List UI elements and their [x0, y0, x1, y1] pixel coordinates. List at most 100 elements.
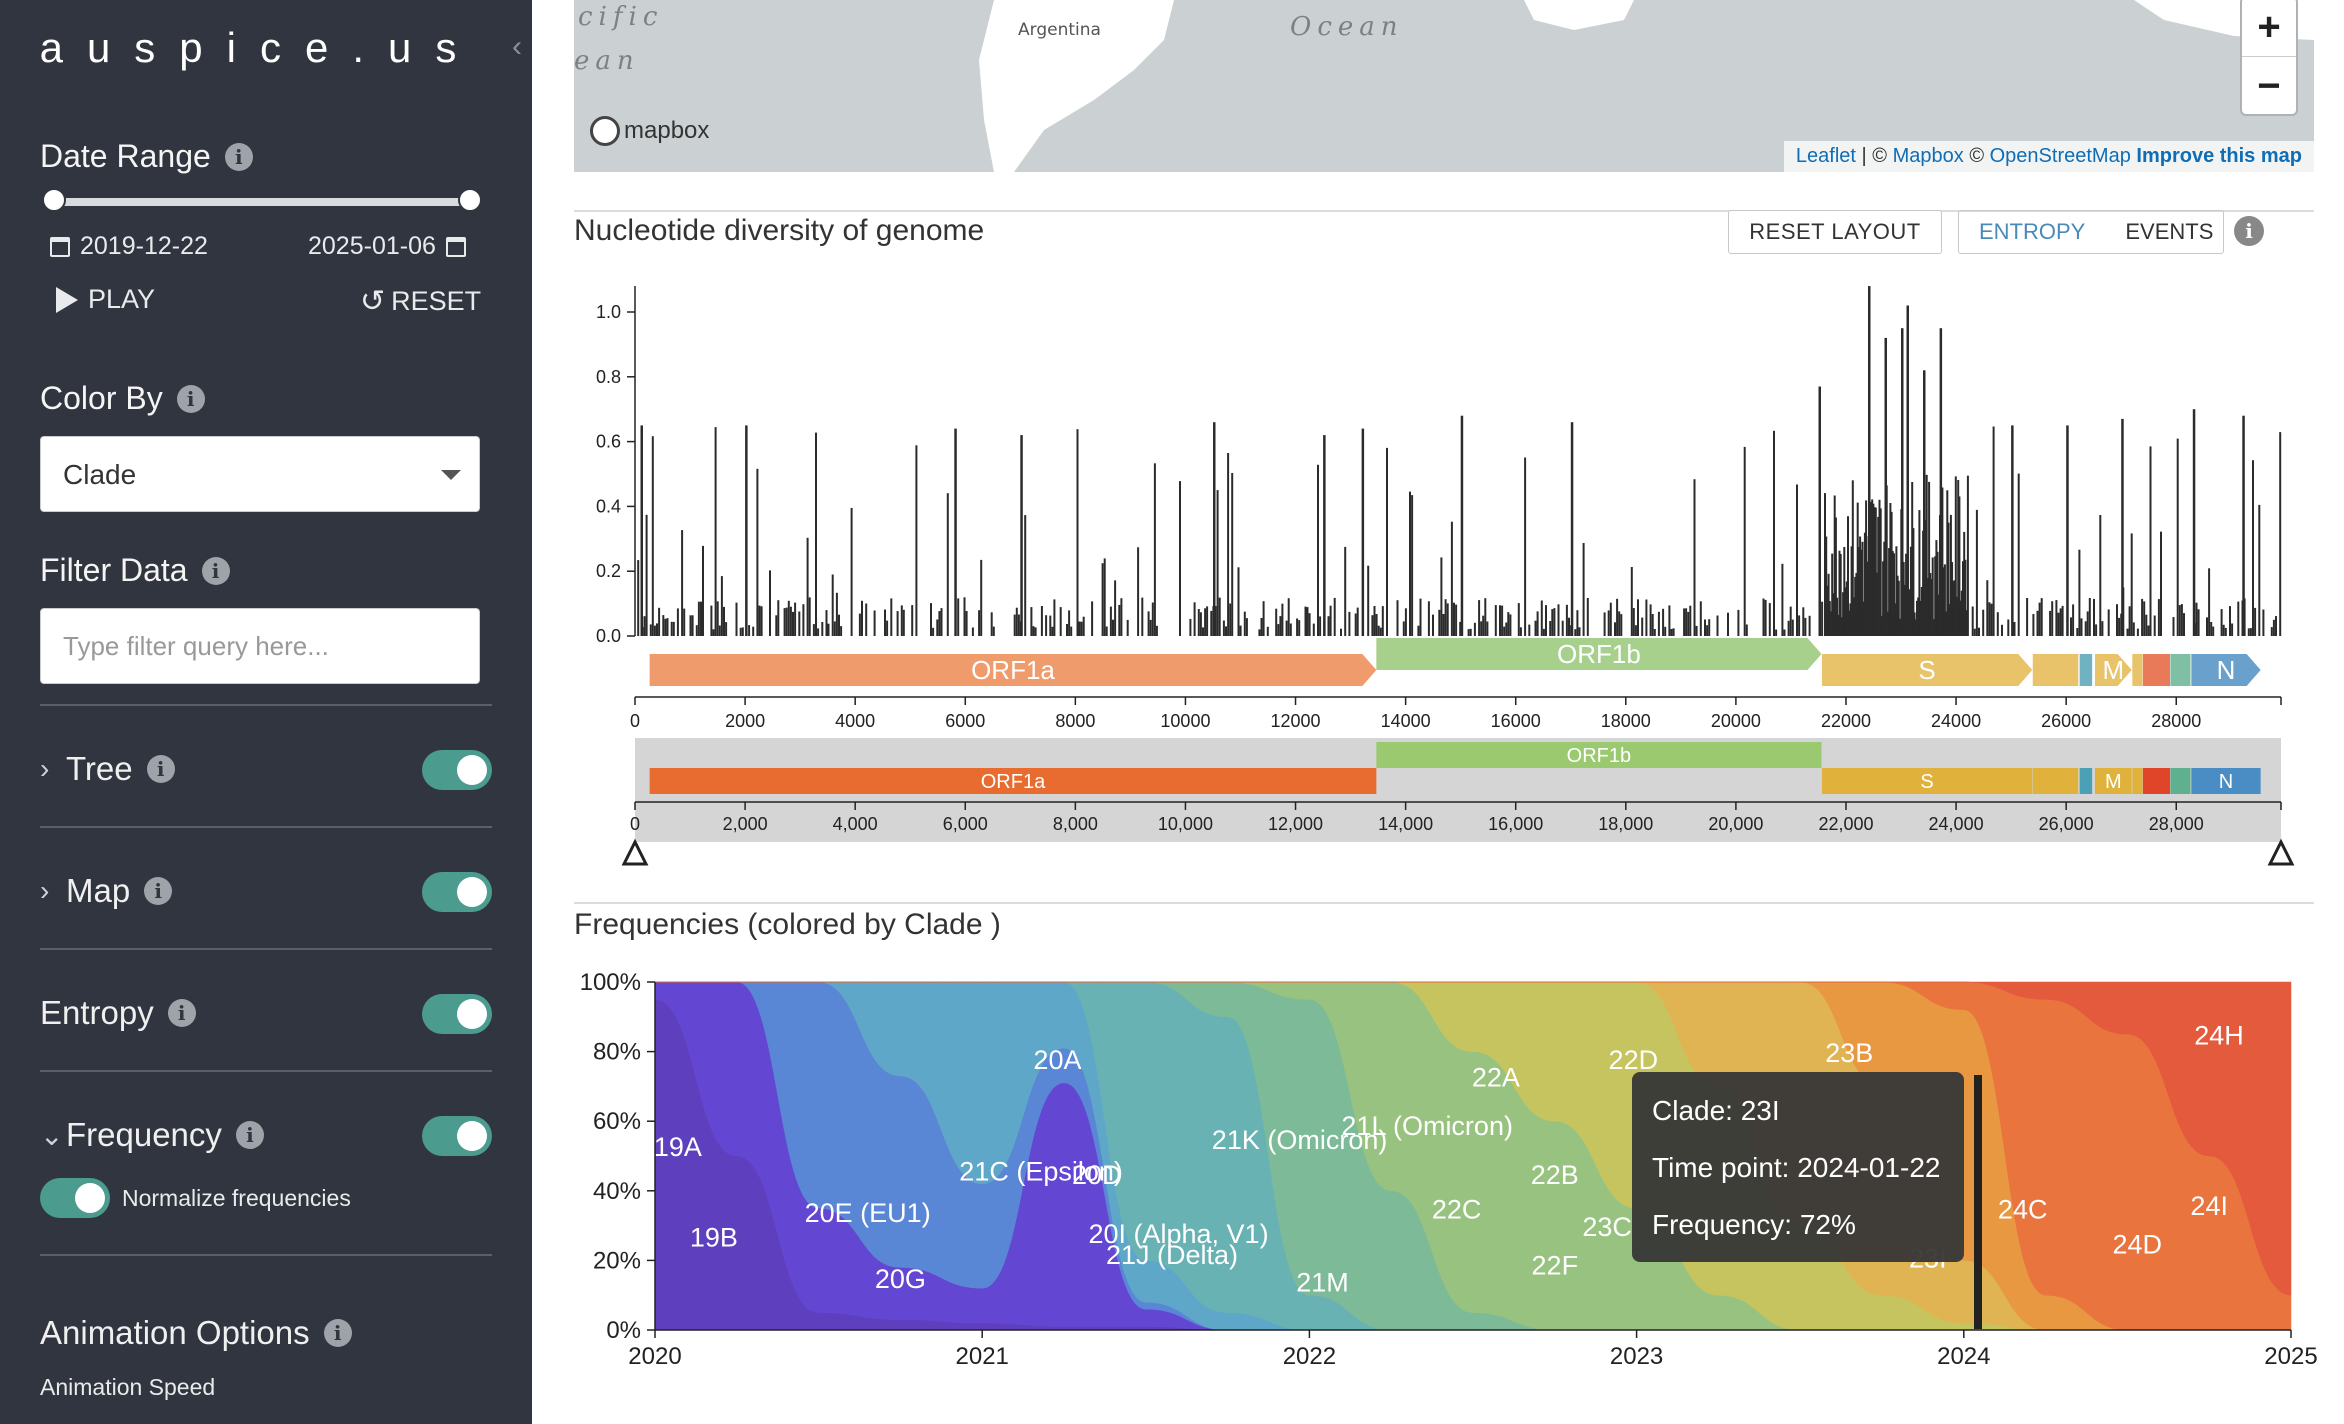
entropy-bar	[1455, 604, 1458, 636]
events-button[interactable]: EVENTS	[2125, 219, 2214, 244]
info-icon[interactable]: i	[144, 877, 173, 905]
mapbox-link[interactable]: Mapbox	[1892, 145, 1964, 167]
map-toggle[interactable]	[422, 872, 492, 912]
leaflet-link[interactable]: Leaflet	[1795, 145, 1856, 167]
entropy-button[interactable]: ENTROPY	[1979, 219, 2086, 244]
normalize-toggle[interactable]	[40, 1178, 110, 1218]
info-icon[interactable]: i	[167, 999, 196, 1027]
entropy-toggle[interactable]	[422, 994, 492, 1034]
info-icon[interactable]: i	[235, 1121, 264, 1149]
info-icon[interactable]: i	[146, 755, 175, 783]
app-title[interactable]: auspice.us	[39, 24, 481, 71]
panel-row-entropy[interactable]: Entropy i	[40, 988, 492, 1038]
entropy-bar	[651, 436, 654, 636]
play-button[interactable]: PLAY	[56, 284, 155, 315]
entropy-bar	[2013, 622, 2016, 636]
divider	[40, 1254, 492, 1256]
collapse-sidebar-icon[interactable]: ‹	[512, 30, 522, 63]
entropy-bar	[1808, 615, 1811, 636]
entropy-bar	[1827, 573, 1830, 636]
clade-label: 22D	[1609, 1045, 1659, 1075]
entropy-bar	[1137, 547, 1140, 636]
entropy-bar	[2224, 627, 2227, 636]
entropy-bar	[1329, 605, 1332, 636]
info-icon[interactable]: i	[2234, 216, 2264, 246]
animation-speed-label: Animation Speed	[40, 1374, 216, 1400]
entropy-bar	[2195, 602, 2198, 636]
entropy-bar	[2231, 623, 2234, 636]
entropy-bar	[2157, 599, 2160, 636]
entropy-bar	[1494, 605, 1497, 636]
time-cursor[interactable]	[1974, 1075, 1982, 1329]
nav-gene-label: ORF1b	[1567, 745, 1631, 767]
entropy-bar	[2066, 425, 2069, 636]
map-label: Ocean	[1290, 12, 1404, 42]
x-tick-label: 26000	[2041, 711, 2091, 731]
osm-link[interactable]: OpenStreetMap	[1989, 145, 2131, 167]
mapbox-logo[interactable]: mapbox	[590, 116, 709, 146]
info-icon[interactable]: i	[224, 142, 253, 171]
clade-label: 21M	[1296, 1268, 1349, 1298]
date-end-handle[interactable]	[458, 188, 482, 212]
y-tick-label: 1.0	[596, 302, 621, 322]
entropy-bar	[1467, 629, 1470, 636]
frequency-toggle[interactable]	[422, 1116, 492, 1156]
entropy-bar	[2143, 601, 2146, 636]
entropy-bar	[806, 537, 809, 636]
entropy-bar	[756, 468, 759, 636]
entropy-bar	[1193, 602, 1196, 636]
panel-row-map[interactable]: › Map i	[40, 866, 492, 916]
entropy-bar	[1925, 474, 1928, 636]
entropy-chart[interactable]: 0.0 0.2 0.4 0.6 0.8 1.0 0 2000 4000 6000 8000 10000…	[0, 0, 2344, 900]
clade-label: 21L (Omicron)	[1341, 1111, 1513, 1141]
entropy-bar	[2076, 628, 2079, 636]
entropy-bar	[2192, 409, 2196, 636]
nav-tick-label: 12,000	[1268, 814, 1323, 834]
entropy-bar	[2254, 607, 2257, 636]
zoom-out-button[interactable]: −	[2257, 64, 2281, 108]
gene-n	[2191, 654, 2261, 686]
zoom-in-button[interactable]: +	[2242, 0, 2296, 57]
info-icon[interactable]: i	[176, 384, 205, 413]
entropy-bar	[1218, 597, 1221, 636]
date-range-slider[interactable]	[52, 198, 472, 206]
tree-toggle[interactable]	[422, 750, 492, 790]
land-shape	[1524, 0, 1634, 30]
entropy-bar	[1879, 508, 1882, 636]
entropy-bar	[2136, 628, 2139, 636]
reset-layout-button[interactable]: RESET LAYOUT	[1728, 210, 1942, 254]
entropy-bar	[697, 601, 700, 636]
entropy-bar	[1367, 565, 1370, 636]
filter-input[interactable]	[40, 608, 480, 684]
info-icon[interactable]: i	[201, 556, 230, 585]
entropy-bar	[915, 445, 918, 636]
entropy-bar	[1213, 422, 1216, 636]
panel-row-tree[interactable]: › Tree i	[40, 744, 492, 794]
panel-row-frequency[interactable]: ⌄ Frequency i	[40, 1110, 492, 1160]
entropy-bar	[1838, 550, 1841, 636]
animation-heading[interactable]: Animation Options i	[40, 1314, 352, 1352]
entropy-bar	[1371, 615, 1374, 636]
entropy-bar	[1787, 620, 1790, 636]
color-by-select[interactable]: Clade	[40, 436, 480, 512]
info-icon[interactable]: i	[323, 1319, 352, 1347]
entropy-bar	[2180, 604, 2183, 636]
stream-21j-delta-	[654, 981, 2291, 1331]
date-start-handle[interactable]	[42, 188, 66, 212]
entropy-bar	[1727, 612, 1729, 636]
map-panel[interactable]: cific ean Ocean Argentina + − mapbox Lea…	[574, 0, 2314, 172]
nav-tick-label: 18,000	[1598, 814, 1653, 834]
entropy-bar	[873, 610, 876, 636]
entropy-bar	[963, 597, 966, 636]
clade-label: 24C	[1998, 1195, 2048, 1225]
reset-button[interactable]: ↺ RESET	[360, 284, 481, 319]
entropy-bar	[1903, 584, 1906, 636]
entropy-bar	[1333, 597, 1336, 636]
entropy-bar	[1051, 626, 1054, 636]
improve-map-link[interactable]: Improve this map	[2136, 145, 2302, 167]
entropy-bar	[1842, 592, 1845, 636]
y-tick-label: 0%	[606, 1317, 641, 1344]
entropy-bar	[1607, 610, 1610, 636]
entropy-bar	[1078, 621, 1081, 636]
genome-navigator[interactable]: ORF1a ORF1b S M N 0 2,000 4,000 6,000 8,000 10,000…	[621, 738, 2295, 866]
